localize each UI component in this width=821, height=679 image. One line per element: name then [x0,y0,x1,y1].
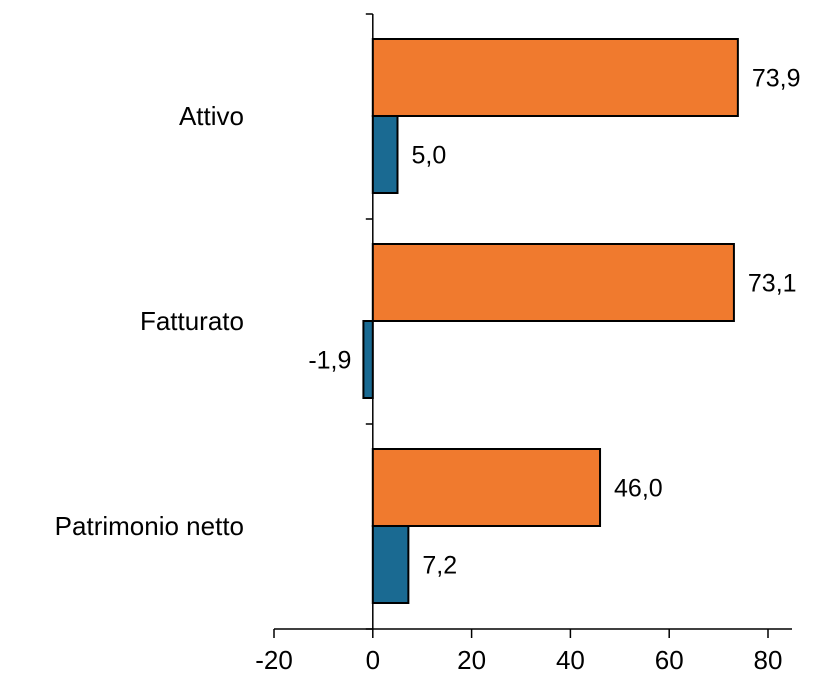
data-label: 46,0 [614,475,663,503]
x-tick-label: -20 [255,645,293,675]
bar-patrimonio-netto-series-1 [371,448,602,527]
data-label: 73,9 [752,65,801,93]
bar-attivo-series-1 [371,38,739,117]
x-tick-label: 80 [754,645,783,675]
data-label: 5,0 [412,142,447,170]
bar-attivo-series-2 [371,115,399,194]
bar-fatturato-series-2 [362,320,374,399]
bar-patrimonio-netto-series-2 [371,525,410,604]
x-tick-label: 40 [556,645,585,675]
x-tick-label: 20 [457,645,486,675]
data-label: 7,2 [422,552,457,580]
x-tick-label: 60 [655,645,684,675]
data-label: 73,1 [748,270,797,298]
data-label: -1,9 [308,347,351,375]
category-label: Fatturato [140,306,244,336]
category-label: Patrimonio netto [55,511,244,541]
x-tick-label: 0 [366,645,380,675]
bar-fatturato-series-1 [371,243,735,322]
category-label: Attivo [179,101,244,131]
